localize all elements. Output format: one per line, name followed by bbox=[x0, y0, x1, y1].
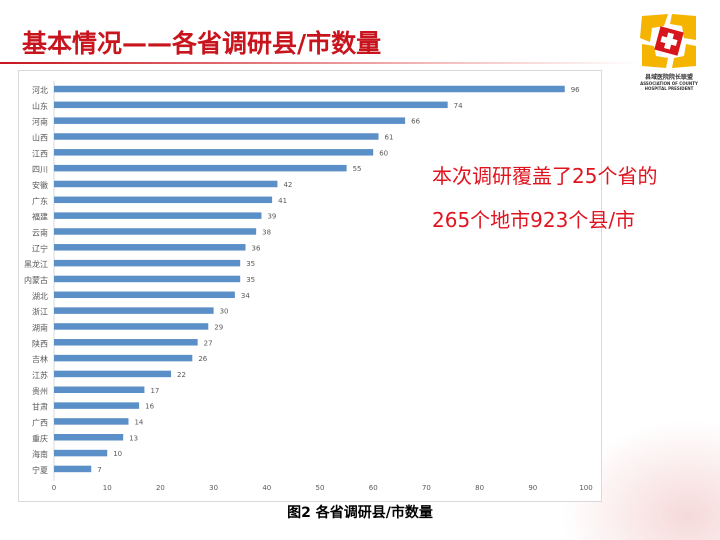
data-label: 34 bbox=[241, 292, 250, 300]
x-tick-label: 40 bbox=[262, 484, 271, 492]
bar bbox=[54, 449, 108, 457]
x-tick-label: 50 bbox=[316, 484, 325, 492]
category-label: 四川 bbox=[32, 165, 48, 174]
data-label: 10 bbox=[113, 450, 122, 458]
data-label: 74 bbox=[454, 102, 463, 110]
summary-line-2: 265个地市923个县/市 bbox=[432, 208, 636, 232]
data-label: 29 bbox=[214, 323, 223, 331]
category-label: 贵州 bbox=[32, 386, 48, 396]
bar-chart: 河北 96 山东 74 河南 66 山西 61 江西 60 四川 55 安徽 42 广东 41 福建 39 云南 38… bbox=[18, 70, 602, 502]
data-label: 35 bbox=[246, 260, 255, 268]
category-label: 内蒙古 bbox=[24, 275, 48, 285]
data-label: 27 bbox=[204, 339, 213, 347]
x-tick-label: 20 bbox=[156, 484, 165, 492]
category-label: 吉林 bbox=[32, 354, 48, 364]
x-tick-label: 90 bbox=[528, 484, 537, 492]
data-label: 14 bbox=[134, 418, 143, 426]
bar bbox=[54, 402, 140, 409]
bar bbox=[54, 149, 374, 156]
x-tick-label: 10 bbox=[103, 484, 112, 492]
category-label: 河北 bbox=[32, 85, 48, 95]
category-label: 广东 bbox=[32, 196, 48, 206]
data-label: 60 bbox=[379, 149, 388, 157]
x-tick-label: 30 bbox=[209, 484, 218, 492]
category-label: 重庆 bbox=[32, 433, 48, 443]
bar bbox=[54, 164, 347, 172]
bar bbox=[54, 212, 262, 219]
bar bbox=[54, 434, 124, 441]
data-label: 61 bbox=[385, 133, 394, 141]
data-label: 55 bbox=[353, 165, 362, 173]
category-label: 山西 bbox=[32, 132, 48, 142]
category-label: 江西 bbox=[32, 149, 48, 158]
category-label: 湖北 bbox=[32, 292, 48, 301]
data-label: 36 bbox=[252, 244, 261, 252]
logo-emblem bbox=[640, 14, 696, 68]
category-label: 河南 bbox=[32, 117, 48, 127]
logo-text-en2: HOSPITAL PRESIDENT bbox=[644, 86, 694, 91]
bar bbox=[54, 244, 246, 251]
logo-text-cn: 县域医院院长联盟 bbox=[644, 74, 693, 81]
data-label: 38 bbox=[262, 228, 271, 236]
category-label: 湖南 bbox=[32, 322, 48, 332]
bar bbox=[54, 386, 145, 394]
data-label: 42 bbox=[283, 181, 292, 189]
data-label: 13 bbox=[129, 434, 138, 442]
data-label: 26 bbox=[198, 355, 207, 363]
chart-caption: 图2 各省调研县/市数量 bbox=[287, 505, 433, 521]
logo-text-en1: ASSOCIATION OF COUNTY bbox=[640, 81, 698, 86]
bar bbox=[54, 85, 565, 93]
bar bbox=[54, 275, 241, 283]
category-label: 陕西 bbox=[32, 338, 48, 348]
bar bbox=[54, 354, 193, 362]
summary-line-1: 本次调研覆盖了25个省的 bbox=[432, 164, 658, 188]
category-label: 甘肃 bbox=[32, 402, 48, 412]
data-label: 16 bbox=[145, 403, 154, 411]
bar bbox=[54, 291, 235, 299]
category-label: 山东 bbox=[32, 101, 48, 111]
data-label: 7 bbox=[97, 466, 101, 474]
bar bbox=[54, 307, 214, 314]
category-label: 广西 bbox=[32, 417, 48, 427]
title-divider bbox=[0, 62, 640, 64]
data-label: 39 bbox=[267, 213, 276, 221]
bar bbox=[54, 180, 278, 188]
bar bbox=[54, 196, 273, 204]
x-tick-label: 70 bbox=[422, 484, 431, 492]
data-label: 22 bbox=[177, 371, 186, 379]
bar bbox=[54, 465, 92, 473]
bar bbox=[54, 339, 198, 346]
data-label: 17 bbox=[150, 387, 159, 395]
data-label: 41 bbox=[278, 197, 287, 205]
x-tick-label: 80 bbox=[475, 484, 484, 492]
category-label: 福建 bbox=[32, 212, 48, 222]
bar bbox=[54, 133, 379, 140]
category-label: 黑龙江 bbox=[24, 259, 48, 269]
category-label: 宁夏 bbox=[32, 465, 48, 475]
data-label: 35 bbox=[246, 276, 255, 284]
data-label: 96 bbox=[571, 86, 580, 94]
bar bbox=[54, 101, 448, 109]
page-title: 基本情况——各省调研县/市数量 bbox=[22, 29, 382, 58]
bar bbox=[54, 370, 172, 378]
category-label: 海南 bbox=[32, 449, 48, 459]
bar bbox=[54, 117, 406, 124]
category-label: 云南 bbox=[32, 227, 48, 237]
bar bbox=[54, 418, 129, 425]
chart-svg: 河北 96 山东 74 河南 66 山西 61 江西 60 四川 55 安徽 42 广东 41 福建 39 云南 38… bbox=[24, 81, 593, 492]
x-tick-label: 60 bbox=[369, 484, 378, 492]
x-tick-label: 100 bbox=[579, 484, 592, 492]
category-label: 江苏 bbox=[32, 370, 48, 380]
bar bbox=[54, 323, 209, 330]
bar bbox=[54, 228, 257, 235]
data-label: 30 bbox=[220, 308, 229, 316]
category-label: 安徽 bbox=[32, 180, 48, 190]
category-label: 辽宁 bbox=[32, 243, 48, 253]
x-tick-label: 0 bbox=[52, 484, 56, 492]
logo: 县域医院院长联盟 ASSOCIATION OF COUNTY HOSPITAL … bbox=[638, 12, 700, 94]
category-label: 浙江 bbox=[32, 307, 48, 317]
data-label: 66 bbox=[411, 118, 420, 126]
bar bbox=[54, 259, 241, 267]
